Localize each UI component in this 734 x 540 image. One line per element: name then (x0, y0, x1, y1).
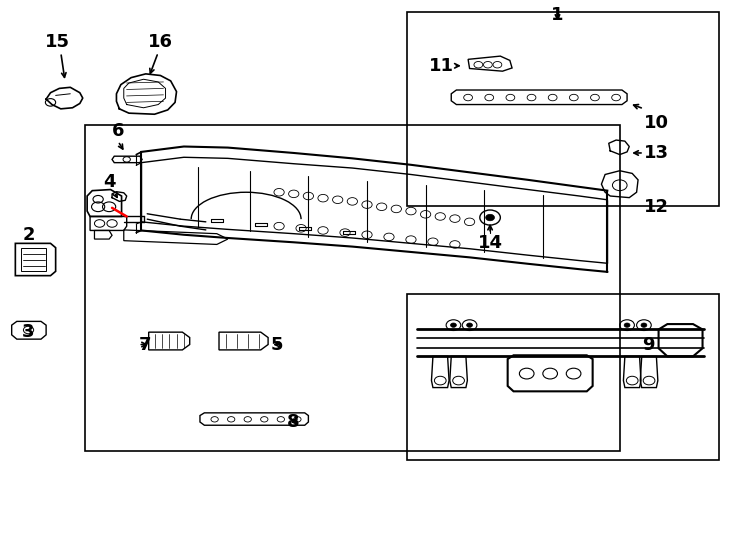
Text: 10: 10 (644, 114, 669, 132)
Text: 1: 1 (551, 6, 564, 24)
Text: 12: 12 (644, 198, 669, 215)
Text: 13: 13 (644, 144, 669, 162)
Text: 6: 6 (112, 122, 124, 140)
Circle shape (624, 323, 630, 327)
Bar (407, 12, 719, 206)
Circle shape (451, 323, 457, 327)
Circle shape (467, 323, 473, 327)
Bar (407, 294, 719, 460)
Text: 14: 14 (478, 234, 503, 252)
Text: 3: 3 (22, 323, 34, 341)
Text: 2: 2 (22, 226, 34, 245)
Text: 8: 8 (287, 413, 299, 431)
Text: 7: 7 (139, 335, 151, 354)
Circle shape (641, 323, 647, 327)
Circle shape (486, 214, 495, 221)
Text: 5: 5 (270, 335, 283, 354)
Text: 16: 16 (148, 33, 173, 51)
Text: 4: 4 (103, 173, 115, 191)
Text: 11: 11 (429, 57, 454, 75)
Bar (85, 125, 619, 450)
Text: 9: 9 (642, 336, 654, 354)
Text: 15: 15 (46, 33, 70, 51)
